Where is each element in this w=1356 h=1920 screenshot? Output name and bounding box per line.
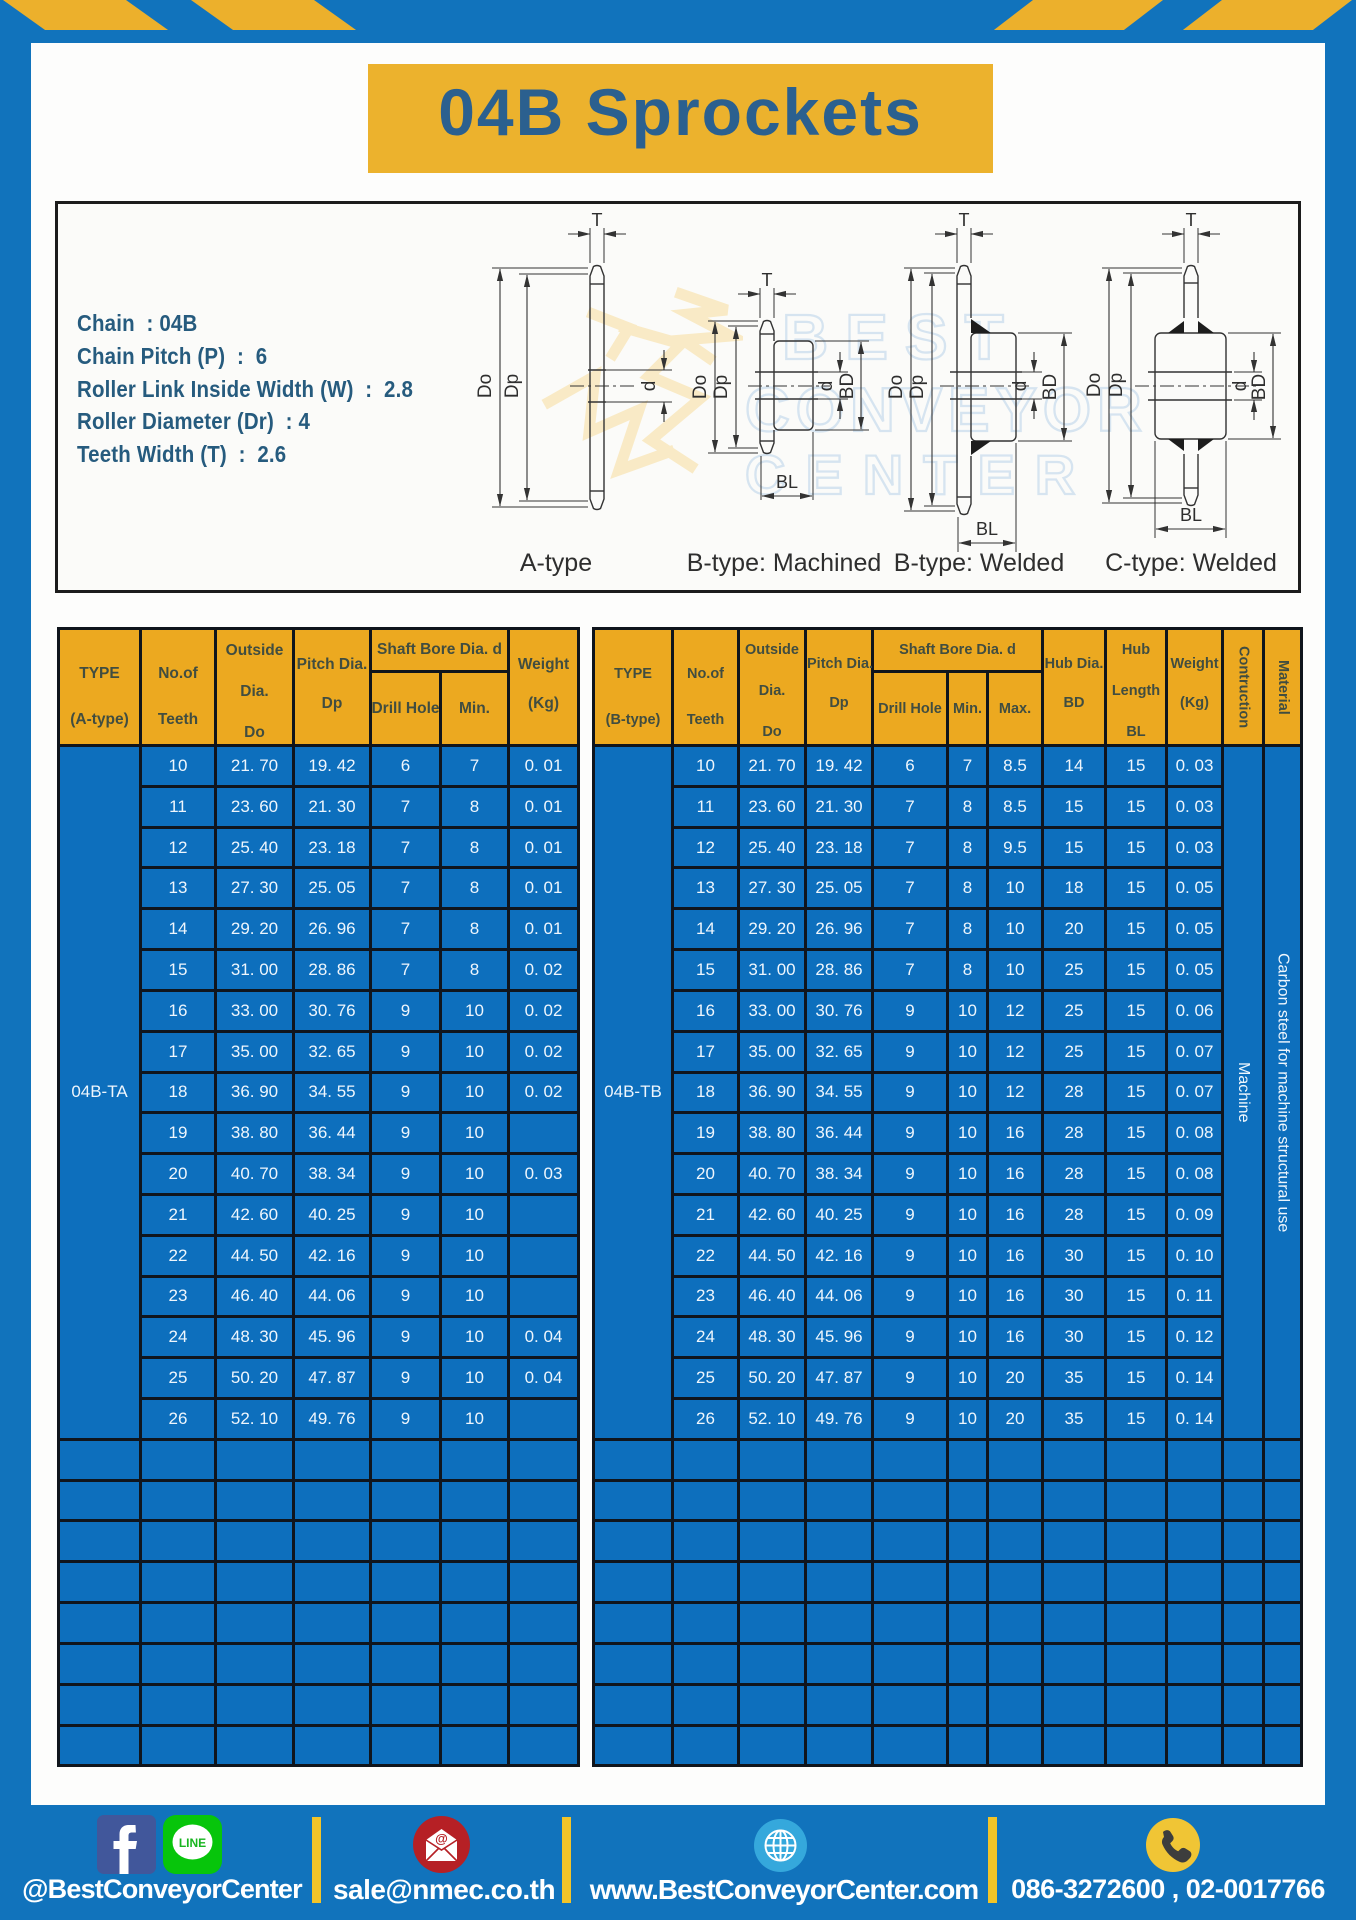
svg-text:B-type: Machined: B-type: Machined (687, 549, 882, 577)
svg-text:d: d (639, 381, 660, 392)
svg-text:T: T (959, 210, 970, 230)
svg-text:T: T (1186, 210, 1197, 230)
svg-text:B-type: Welded: B-type: Welded (894, 549, 1064, 577)
svg-text:Dp: Dp (502, 374, 523, 398)
svg-text:Do: Do (886, 375, 907, 399)
svg-text:Dp: Dp (1106, 373, 1127, 397)
svg-text:Do: Do (475, 374, 496, 398)
svg-text:BL: BL (776, 472, 798, 492)
svg-text:BD: BD (1249, 374, 1270, 400)
svg-text:C-type: Welded: C-type: Welded (1105, 549, 1277, 577)
svg-text:d: d (816, 381, 837, 392)
svg-text:@: @ (435, 1831, 448, 1846)
svg-text:T: T (592, 210, 603, 230)
svg-text:Do: Do (690, 375, 711, 399)
svg-text:A-type: A-type (520, 549, 592, 577)
svg-text:d: d (1010, 381, 1031, 392)
svg-text:Do: Do (1084, 373, 1105, 397)
svg-text:BL: BL (976, 519, 998, 539)
svg-text:LINE: LINE (179, 1836, 206, 1850)
svg-text:BD: BD (1040, 374, 1061, 400)
svg-text:T: T (762, 270, 773, 290)
svg-text:BL: BL (1180, 505, 1202, 525)
svg-text:d: d (1230, 381, 1251, 392)
svg-text:Dp: Dp (711, 375, 732, 399)
svg-text:Dp: Dp (907, 375, 928, 399)
svg-text:BD: BD (837, 373, 858, 399)
